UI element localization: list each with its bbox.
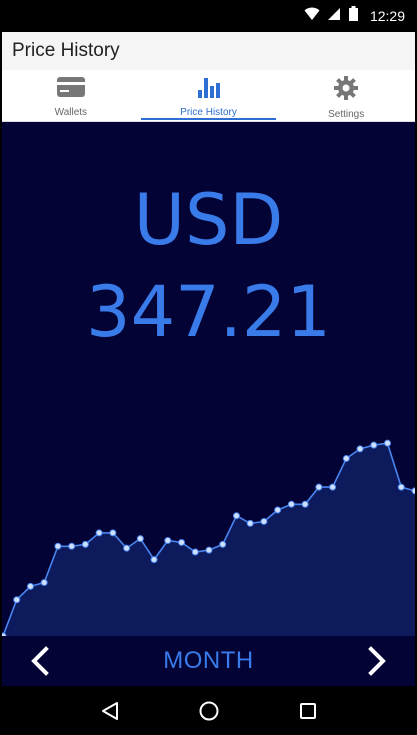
chart-point <box>164 537 172 545</box>
app-bar: Price History <box>2 32 415 70</box>
chart-point <box>384 439 392 447</box>
chart-point <box>150 556 158 564</box>
chart-point <box>178 538 186 546</box>
battery-icon <box>348 6 358 26</box>
chart-point <box>54 542 62 550</box>
chart-point <box>26 582 34 590</box>
tab-wallets[interactable]: Wallets <box>2 70 140 121</box>
chart-point <box>232 512 240 520</box>
chart-point <box>342 454 350 462</box>
chevron-right-icon[interactable] <box>361 646 391 676</box>
status-time: 12:29 <box>369 8 405 24</box>
tab-label: Price History <box>180 107 237 118</box>
current-price: 347.21 <box>86 271 331 353</box>
chart-point <box>260 517 268 525</box>
currency-code: USD <box>133 179 284 261</box>
chart-point <box>287 500 295 508</box>
chart-point <box>274 506 282 514</box>
gear-icon <box>334 76 359 105</box>
home-icon[interactable] <box>197 699 221 723</box>
period-label[interactable]: MONTH <box>163 647 254 674</box>
chart-point <box>68 542 76 550</box>
chart-point <box>301 500 309 508</box>
chart-point <box>411 487 415 495</box>
chart-point <box>40 579 48 587</box>
chart-point <box>136 535 144 543</box>
tab-price-history[interactable]: Price History <box>140 70 278 121</box>
wifi-icon <box>304 7 320 26</box>
chart-point <box>13 596 21 604</box>
chart-point <box>370 441 378 449</box>
chart-point <box>191 548 199 556</box>
credit-card-icon <box>56 76 86 103</box>
back-icon[interactable] <box>98 699 122 723</box>
chart-point <box>329 483 337 491</box>
chart-point <box>123 544 131 552</box>
chart-point <box>397 483 405 491</box>
tab-label: Settings <box>328 109 365 120</box>
recents-icon[interactable] <box>296 699 320 723</box>
chart-point <box>2 632 7 636</box>
chart-point <box>356 445 364 453</box>
bar-chart-icon <box>196 76 222 103</box>
chevron-left-icon[interactable] <box>26 646 56 676</box>
tab-settings[interactable]: Settings <box>277 70 415 121</box>
chart-point <box>81 540 89 548</box>
chart-area <box>3 443 415 636</box>
chart-point <box>95 529 103 537</box>
chart-point <box>246 519 254 527</box>
chart-point <box>205 546 213 554</box>
system-navigation-bar <box>0 686 417 735</box>
price-chart <box>2 439 415 636</box>
tab-label: Wallets <box>54 107 88 118</box>
price-history-panel: USD 347.21 MONTH <box>2 122 415 686</box>
chart-point <box>109 529 117 537</box>
tab-bar: Wallets Price History <box>2 70 415 122</box>
chart-point <box>219 540 227 548</box>
chart-point <box>315 483 323 491</box>
period-selector: MONTH <box>2 636 415 686</box>
signal-icon <box>327 7 341 26</box>
page-title: Price History <box>12 40 120 61</box>
status-bar: 12:29 <box>0 0 417 32</box>
